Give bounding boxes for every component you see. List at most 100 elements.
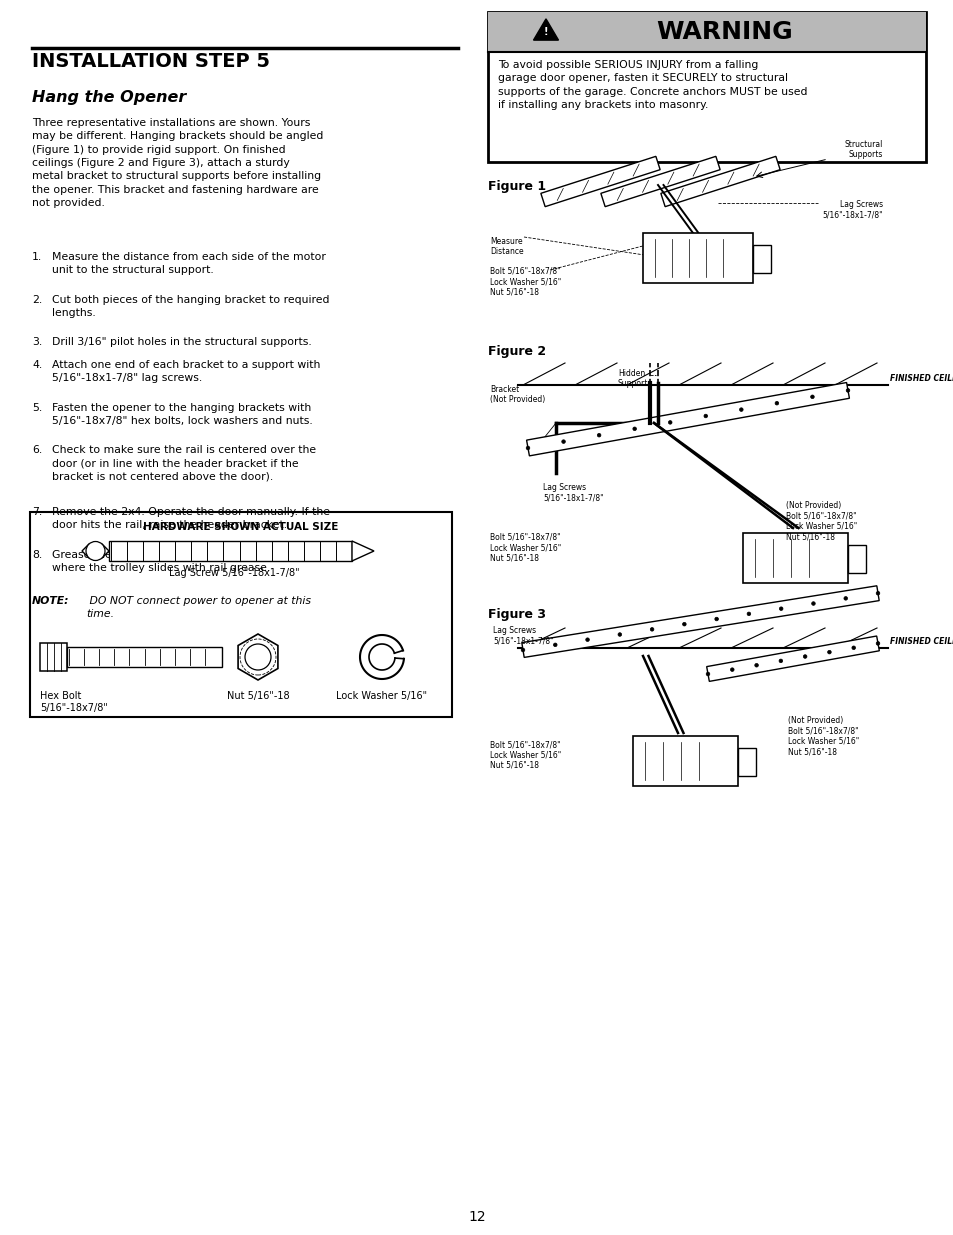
Bar [642,233,752,283]
Circle shape [843,597,846,600]
Text: Fasten the opener to the hanging brackets with
5/16"-18x7/8" hex bolts, lock was: Fasten the opener to the hanging bracket… [52,403,313,426]
Text: INSTALLATION STEP 5: INSTALLATION STEP 5 [32,52,270,70]
Circle shape [526,446,529,450]
Text: Hang the Opener: Hang the Opener [32,90,186,105]
Polygon shape [521,585,879,657]
Text: WARNING: WARNING [656,20,793,44]
Text: Measure
Distance: Measure Distance [490,237,523,257]
Text: 2.: 2. [32,294,42,305]
Text: (Not Provided)
Bolt 5/16"-18x7/8"
Lock Washer 5/16"
Nut 5/16"-18: (Not Provided) Bolt 5/16"-18x7/8" Lock W… [785,501,857,541]
Polygon shape [82,543,109,558]
Text: 12: 12 [468,1210,485,1224]
Circle shape [851,646,855,650]
Bar [847,545,865,573]
Text: 7.: 7. [32,508,42,517]
Text: Nut 5/16"-18: Nut 5/16"-18 [227,692,289,701]
Circle shape [845,389,849,393]
Text: Bolt 5/16"-18x7/8"
Lock Washer 5/16"
Nut 5/16"-18: Bolt 5/16"-18x7/8" Lock Washer 5/16" Nut… [490,267,560,296]
Circle shape [746,613,750,616]
Text: Three representative installations are shown. Yours
may be different. Hanging br: Three representative installations are s… [32,119,323,209]
Text: Lock Washer 5/16": Lock Washer 5/16" [336,692,427,701]
Bar [742,534,847,583]
Text: Hex Bolt
5/16"-18x7/8": Hex Bolt 5/16"-18x7/8" [40,692,108,713]
Bar [488,12,925,52]
Circle shape [561,440,565,443]
Text: HARDWARE SHOWN ACTUAL SIZE: HARDWARE SHOWN ACTUAL SIZE [143,522,338,532]
Text: DO NOT connect power to opener at this
time.: DO NOT connect power to opener at this t… [86,597,311,620]
Text: FINISHED CEILING: FINISHED CEILING [889,637,953,646]
Text: Figure 2: Figure 2 [488,345,545,358]
Circle shape [520,648,524,652]
Text: Measure the distance from each side of the motor
unit to the structural support.: Measure the distance from each side of t… [52,252,326,275]
Text: NOTE:: NOTE: [32,597,70,606]
Text: Cut both pieces of the hanging bracket to required
lengths.: Cut both pieces of the hanging bracket t… [52,294,329,317]
Circle shape [245,643,271,671]
Polygon shape [600,157,720,206]
Text: Hidden
Support: Hidden Support [618,369,648,388]
Circle shape [597,433,600,437]
Circle shape [86,541,105,561]
Circle shape [730,668,733,672]
Bar [67,647,222,667]
Polygon shape [238,634,277,680]
Text: Lag Screw 5/16"-18x1-7/8": Lag Screw 5/16"-18x1-7/8" [169,568,299,578]
Text: Figure 3: Figure 3 [488,608,545,621]
Circle shape [705,672,709,676]
Text: Lag Screws
5/16"-18x1-7/8": Lag Screws 5/16"-18x1-7/8" [542,483,603,503]
Text: Bracket
(Not Provided): Bracket (Not Provided) [490,385,545,404]
Text: Bolt 5/16"-18x7/8"
Lock Washer 5/16"
Nut 5/16"-18: Bolt 5/16"-18x7/8" Lock Washer 5/16" Nut… [490,534,560,563]
Polygon shape [540,157,659,206]
Circle shape [553,643,557,647]
Polygon shape [706,636,879,682]
Bar [752,245,770,273]
Circle shape [632,427,636,431]
Text: FINISHED CEILING: FINISHED CEILING [889,374,953,383]
Text: Lag Screws
5/16"-18x1-7/8": Lag Screws 5/16"-18x1-7/8" [821,200,882,220]
Circle shape [618,632,621,636]
Text: Lag Screws
5/16"-18x1-7/8": Lag Screws 5/16"-18x1-7/8" [493,626,553,646]
Polygon shape [660,157,780,206]
Text: Remove the 2x4. Operate the door manually. If the
door hits the rail, raise the : Remove the 2x4. Operate the door manuall… [52,508,330,530]
Circle shape [585,637,589,641]
Text: 5.: 5. [32,403,42,412]
Polygon shape [533,19,558,40]
Text: Check to make sure the rail is centered over the
door (or in line with the heade: Check to make sure the rail is centered … [52,445,315,482]
Text: Bolt 5/16"-18x7/8"
Lock Washer 5/16"
Nut 5/16"-18: Bolt 5/16"-18x7/8" Lock Washer 5/16" Nut… [490,740,560,769]
Text: Attach one end of each bracket to a support with
5/16"-18x1-7/8" lag screws.: Attach one end of each bracket to a supp… [52,359,320,383]
Text: To avoid possible SERIOUS INJURY from a falling
garage door opener, fasten it SE: To avoid possible SERIOUS INJURY from a … [497,61,806,110]
Bar [633,736,738,785]
Polygon shape [526,383,848,456]
Circle shape [810,395,814,399]
Circle shape [668,421,671,424]
Circle shape [739,408,742,411]
Text: 1.: 1. [32,252,42,262]
Bar [109,541,352,561]
Circle shape [714,618,718,621]
Text: Figure 1: Figure 1 [488,180,545,193]
Circle shape [703,414,707,417]
Circle shape [811,601,815,605]
Text: 8.: 8. [32,550,42,559]
Circle shape [650,627,653,631]
Circle shape [827,651,830,655]
Circle shape [875,592,879,595]
Circle shape [779,606,782,610]
Bar [488,12,925,162]
Circle shape [875,642,879,645]
Text: Grease the top and underside of the rail surface
where the trolley slides with r: Grease the top and underside of the rail… [52,550,314,573]
Bar [738,748,755,776]
Text: 4.: 4. [32,359,42,370]
Circle shape [681,622,685,626]
Circle shape [774,401,778,405]
Bar [40,643,67,671]
Polygon shape [352,541,374,561]
Text: Drill 3/16" pilot holes in the structural supports.: Drill 3/16" pilot holes in the structura… [52,337,312,347]
Circle shape [779,659,781,663]
Text: 6.: 6. [32,445,42,454]
Circle shape [754,663,758,667]
Bar [30,513,452,718]
Text: (Not Provided)
Bolt 5/16"-18x7/8"
Lock Washer 5/16"
Nut 5/16"-18: (Not Provided) Bolt 5/16"-18x7/8" Lock W… [787,716,859,756]
Text: !: ! [543,27,548,37]
Text: Structural
Supports: Structural Supports [843,140,882,159]
Circle shape [802,655,806,658]
